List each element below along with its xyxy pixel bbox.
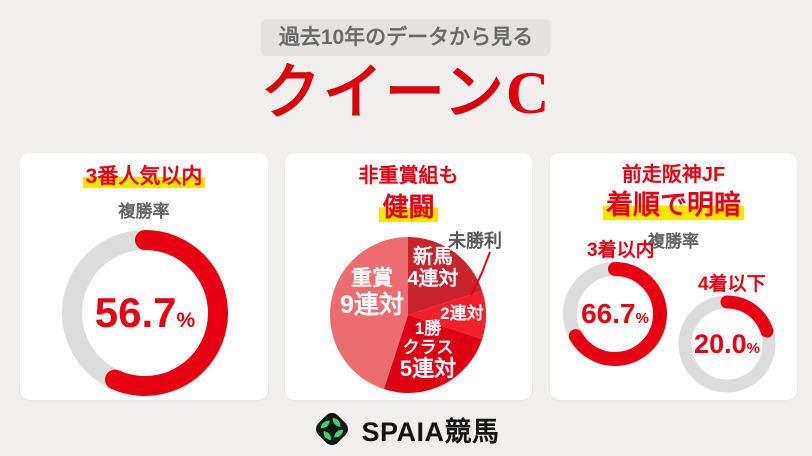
pie-label-jusho-line1: 重賞 [351, 267, 393, 290]
pie-label-ikkatsu: 1勝 クラス 5連対 [381, 319, 475, 382]
card-class-title-highlight: 健闘 [379, 192, 438, 222]
card-popularity-title-text: 3番人気以内 [82, 165, 206, 188]
logo-squircle [316, 413, 349, 445]
card-jf-title-highlight: 着順で明暗 [603, 190, 744, 220]
pie-slice-未勝利 [408, 290, 486, 340]
card-jf-title-line2: 着順で明暗 [550, 189, 797, 223]
popularity-donut-chart: 56.7% [60, 228, 230, 398]
page-title: クイーンC [260, 60, 552, 126]
pie-label-shinba: 新馬 4連対 [390, 246, 476, 291]
pie-label-ikkatsu-line2: クラス [402, 338, 454, 358]
spaia-logo-icon [316, 413, 349, 445]
pie-slice-新馬 [408, 237, 483, 315]
card-popularity-metric-label: 複勝率 [118, 202, 170, 222]
pie-label-shinba-line2: 4連対 [407, 268, 459, 291]
jf-donut-right-value: 20.0% [694, 328, 760, 359]
pie-label-shinba-line1: 新馬 [413, 246, 453, 268]
popularity-value-number: 56.7 [94, 289, 177, 336]
card-popularity: 3番人気以内 複勝率 56.7% [20, 153, 268, 400]
pie-slice-重賞 [330, 237, 408, 390]
jf-donut-left-chart: 66.7% [562, 261, 668, 367]
pie-label-ikkatsu-line1: 1勝 [414, 319, 442, 338]
jf-donut-left-value: 66.7% [581, 300, 649, 328]
jf-donut-left-svg [563, 262, 667, 366]
class-pie-chart [328, 235, 488, 395]
jf-donut-right-svg [678, 295, 776, 393]
donut-arc [62, 230, 228, 396]
card-class-title-line1: 非重賞組も [358, 165, 459, 187]
pie-label-ikkatsu-line3: 5連対 [399, 356, 457, 382]
card-jf-title-line1: 前走阪神JF [621, 164, 726, 186]
card-class-title-line2: 健闘 [285, 191, 532, 224]
popularity-donut-value: 56.7% [95, 292, 195, 334]
card-jf-metric-label: 複勝率 [648, 231, 699, 251]
pie-slice-1勝クラス [383, 315, 483, 393]
jf-donut-left-label: 3着以内 [587, 240, 655, 261]
donut-arc [678, 295, 776, 393]
leader-line [470, 251, 491, 296]
jf-left-value-unit: % [635, 310, 649, 327]
jf-left-value-number: 66.7 [581, 298, 636, 329]
header-banner: 過去10年のデータから見る [260, 19, 552, 56]
jf-right-value-number: 20.0 [694, 328, 747, 359]
jf-donut-right-label: 4着以下 [698, 274, 766, 295]
pie-label-jusho-line2: 9連対 [340, 290, 404, 319]
pie-label-jusho: 重賞 9連対 [317, 267, 427, 319]
pie-slices [330, 237, 486, 393]
class-pie-svg [330, 237, 486, 393]
pie-callout-leader [470, 251, 491, 296]
donut-arc [563, 262, 667, 366]
card-class-pie: 非重賞組も 健闘 重賞 9連対 新馬 4連対 2連対 1勝 クラス 5連対 未勝… [285, 153, 532, 400]
card-popularity-title: 3番人気以内 [20, 164, 268, 190]
footer-logo: SPAIA競馬 [0, 406, 812, 452]
jf-right-value-unit: % [746, 339, 760, 357]
popularity-donut-svg [62, 230, 228, 396]
pie-callout-mishouri: 未勝利 [448, 231, 502, 251]
popularity-value-unit: % [176, 309, 196, 332]
pie-label-mishouri-value: 2連対 [440, 304, 484, 323]
spaia-logo-text: SPAIA競馬 [361, 416, 500, 447]
logo-pinwheel [321, 417, 344, 441]
jf-donut-right-chart: 20.0% [677, 294, 777, 394]
card-hanshin-jf: 前走阪神JF 着順で明暗 複勝率 3着以内 66.7% 4着以下 20.0% [550, 153, 797, 400]
